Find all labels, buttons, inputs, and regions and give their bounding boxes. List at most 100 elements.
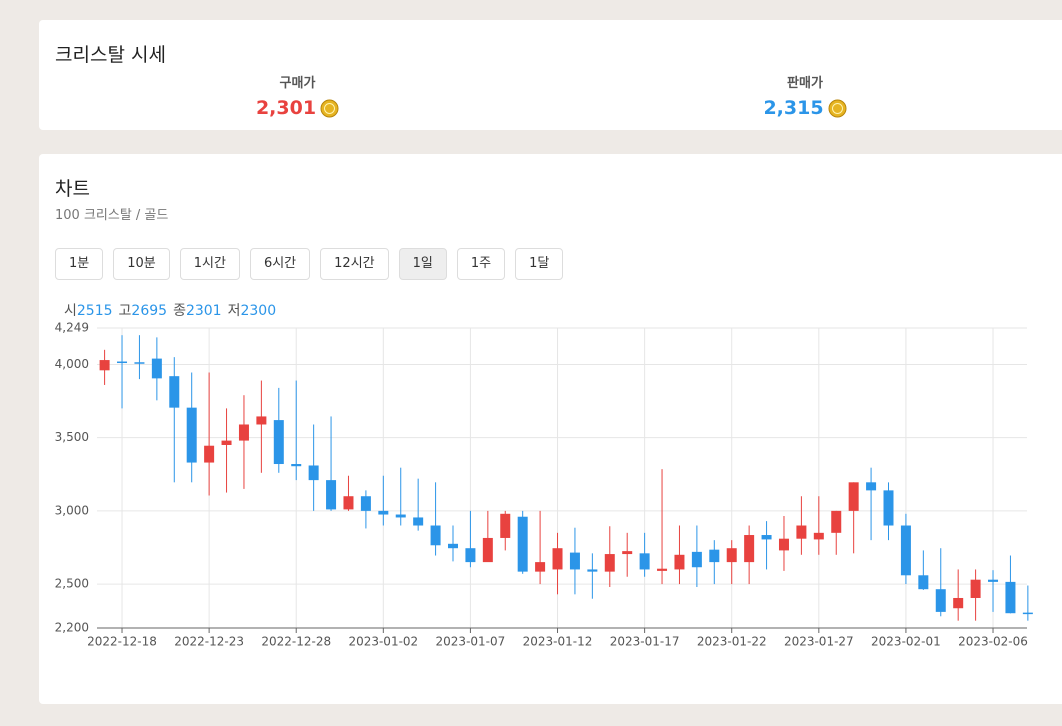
candle-body	[813, 532, 824, 540]
subtitle: 100 크리스탈 / 골드	[55, 208, 169, 223]
ohlc-info: 시2515 고2695 종2301 저2300	[64, 300, 282, 320]
candle-body	[761, 535, 772, 540]
interval-button[interactable]: 1달	[515, 248, 564, 280]
info-label: 고	[118, 303, 132, 319]
interval-button[interactable]: 10분	[113, 248, 170, 280]
candle-body	[639, 553, 650, 570]
candle-body	[622, 551, 633, 555]
y-tick-label: 4,249	[55, 321, 89, 335]
buy-label: 구매가	[279, 76, 316, 91]
buy: 구매가 2,301	[55, 72, 540, 119]
candle-body	[709, 549, 720, 563]
coin-icon	[320, 99, 339, 117]
sell-label: 판매가	[787, 76, 823, 91]
candle-body	[674, 554, 685, 570]
y-tick-label: 2,500	[55, 577, 89, 591]
candle-body	[430, 525, 441, 546]
buy-price-row: 2,301	[55, 97, 540, 119]
candle-body	[308, 465, 319, 481]
y-tick-label: 3,500	[55, 430, 89, 444]
candle-body	[918, 575, 929, 590]
sell: 판매가 2,315	[540, 72, 1062, 119]
candle-body	[1005, 581, 1016, 614]
candle-body	[587, 569, 598, 572]
candle-body	[657, 568, 668, 571]
price-card: 크리스탈 시세 구매가 2,301 판매가 2,315	[39, 20, 1062, 130]
candle-body	[883, 490, 894, 526]
x-tick-label: 2022-12-18	[87, 635, 157, 649]
candle-body	[970, 579, 981, 598]
x-tick-label: 2023-01-07	[436, 635, 506, 649]
y-tick-label: 2,200	[55, 621, 89, 635]
interval-button[interactable]: 1주	[456, 248, 506, 280]
candle-body	[744, 535, 755, 563]
x-tick-label: 2023-01-02	[348, 635, 418, 649]
buy-price: 2,301	[255, 97, 317, 119]
candle-body	[988, 579, 999, 582]
candle-body	[465, 548, 476, 563]
candle-body	[569, 552, 580, 570]
candle-body	[395, 514, 406, 518]
candle-body	[500, 513, 511, 538]
info-value: 2695	[131, 303, 168, 319]
candle-body	[953, 597, 964, 609]
info-label: 저	[227, 303, 241, 319]
candle-body	[778, 538, 789, 551]
interval-button[interactable]: 12시간	[320, 248, 389, 280]
chart-title: 차트	[55, 178, 90, 200]
interval-button[interactable]: 1시간	[179, 248, 240, 280]
candle-body	[517, 516, 528, 572]
title: 크리스탈 시세	[55, 44, 166, 66]
interval-button[interactable]: 1분	[55, 248, 104, 280]
candle-body	[151, 358, 162, 379]
candle-body	[99, 360, 110, 371]
candle-body	[796, 525, 807, 539]
x-tick-label: 2023-01-22	[697, 635, 767, 649]
x-tick-label: 2023-02-01	[871, 635, 941, 649]
candle-body	[900, 525, 911, 576]
candle-body	[238, 424, 249, 441]
y-tick-label: 3,000	[55, 503, 89, 517]
x-tick-label: 2022-12-23	[174, 635, 244, 649]
candle-body	[186, 407, 197, 463]
coin-icon	[828, 99, 847, 117]
x-tick-label: 2023-01-17	[610, 635, 680, 649]
info-label: 시	[64, 303, 77, 319]
candle-body	[343, 496, 354, 510]
candle-body	[552, 548, 563, 570]
info-value: 2301	[185, 303, 222, 319]
interval-button[interactable]: 1일	[398, 248, 447, 280]
sell-price: 2,315	[763, 97, 824, 119]
candle-body	[691, 551, 702, 568]
sell-price-row: 2,315	[540, 97, 1062, 119]
y-tick-label: 4,000	[55, 357, 89, 371]
candle-body	[1022, 612, 1033, 615]
candle-body	[291, 464, 302, 467]
info-value: 2300	[240, 303, 277, 319]
info-label: 종	[173, 303, 186, 319]
x-tick-label: 2023-01-12	[523, 635, 593, 649]
candle-body	[726, 548, 737, 563]
candle-body	[169, 376, 180, 408]
x-tick-label: 2023-02-06	[958, 635, 1028, 649]
candle-body	[535, 562, 546, 572]
candle-body	[134, 362, 145, 364]
candle-body	[482, 537, 493, 563]
candle-body	[935, 589, 946, 612]
candle-body	[326, 480, 337, 510]
interval-buttons: 1분 10분 1시간 6시간 12시간 1일 1주 1달	[55, 248, 564, 280]
candle-body	[117, 361, 128, 364]
candle-body	[866, 482, 877, 491]
candle-body	[204, 445, 215, 463]
info-value: 2515	[76, 303, 113, 319]
candle-body	[413, 517, 424, 526]
candle-body	[273, 420, 284, 465]
interval-button[interactable]: 6시간	[249, 248, 311, 280]
candle-body	[378, 510, 389, 515]
candle-body	[448, 543, 458, 549]
candle-body	[848, 482, 859, 511]
candle-body	[831, 510, 842, 533]
x-tick-label: 2022-12-28	[261, 635, 331, 649]
